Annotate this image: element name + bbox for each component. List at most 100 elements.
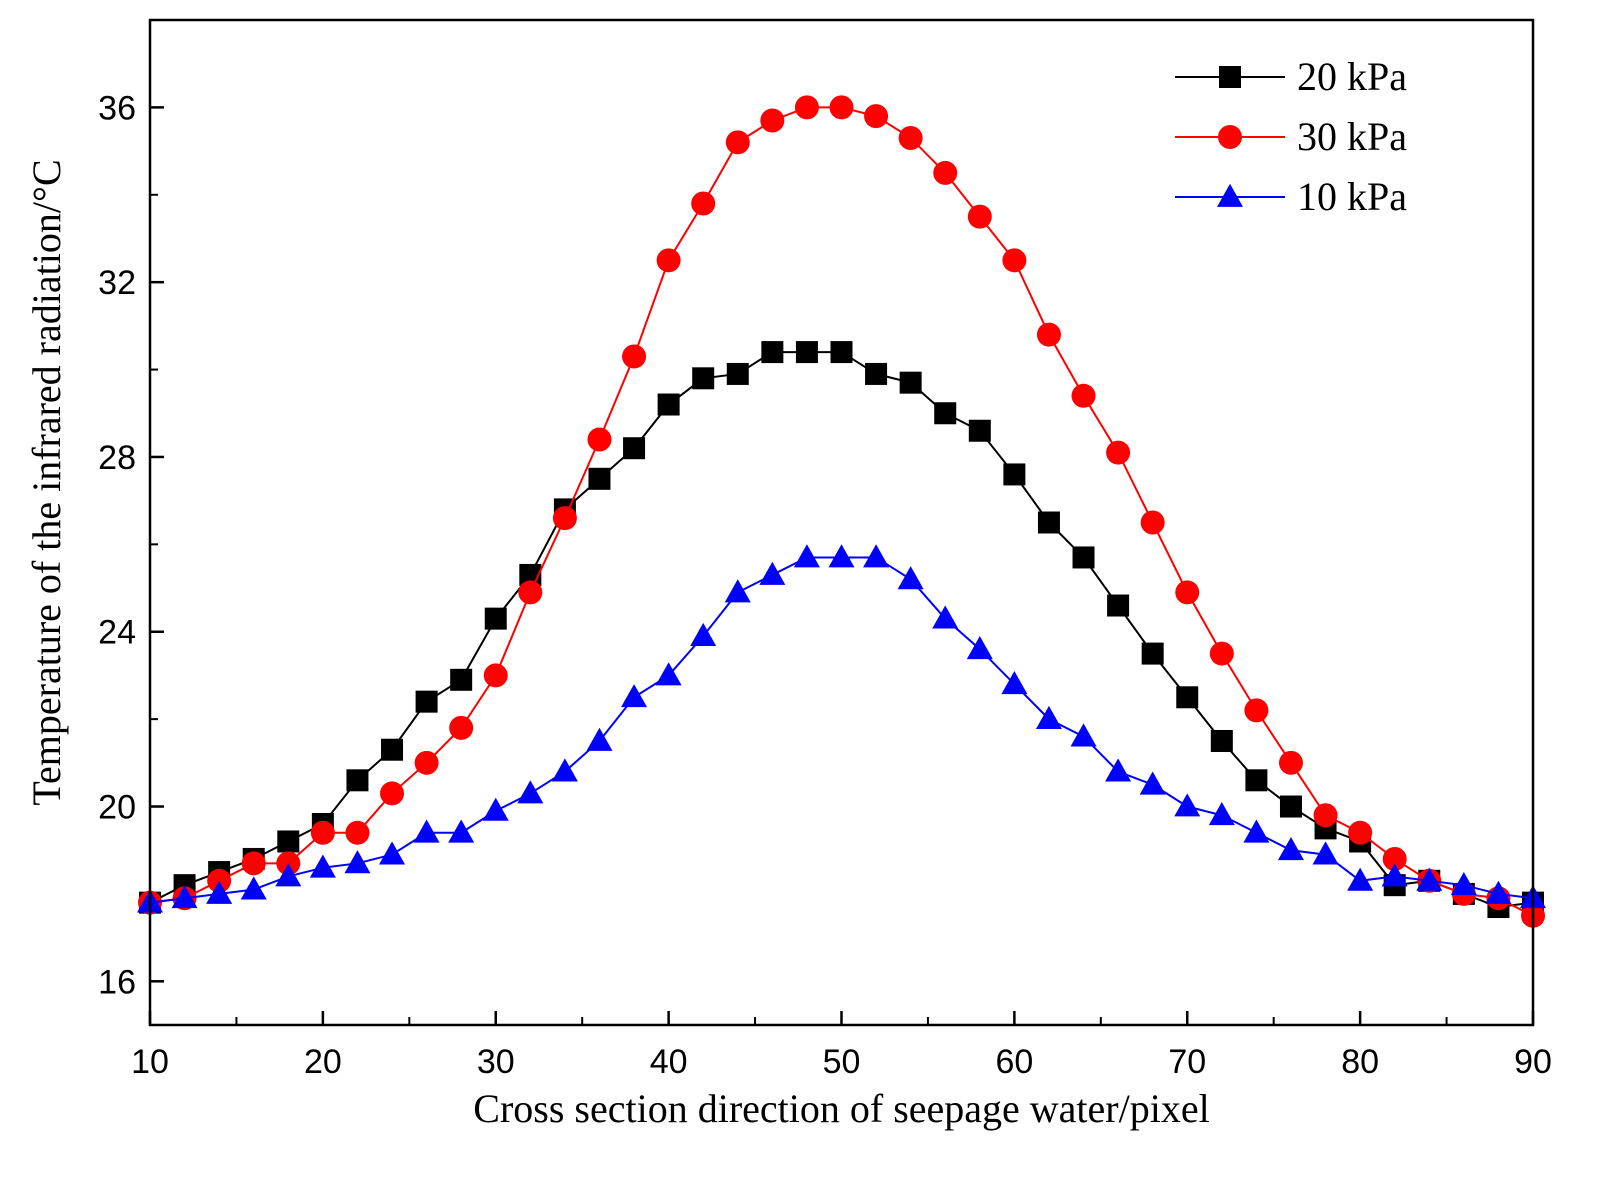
data-point-30-kpa — [552, 506, 577, 531]
data-point-10-kpa — [1243, 819, 1270, 843]
x-tick-label: 90 — [1514, 1043, 1552, 1081]
data-point-20-kpa — [277, 830, 300, 853]
series-layer — [137, 95, 1546, 928]
data-point-20-kpa — [795, 341, 818, 364]
data-point-20-kpa — [450, 668, 473, 691]
data-point-20-kpa — [1072, 546, 1095, 569]
data-point-20-kpa — [1210, 729, 1233, 752]
x-axis-ticks: 10 20 30 40 50 60 70 80 90 — [131, 1011, 1552, 1081]
data-point-30-kpa — [933, 160, 958, 185]
plot-frame — [148, 18, 1535, 1027]
data-point-30-kpa — [864, 104, 889, 129]
data-point-20-kpa — [1245, 769, 1268, 792]
data-point-10-kpa — [932, 605, 959, 629]
data-point-10-kpa — [724, 579, 751, 603]
data-point-20-kpa — [484, 607, 507, 630]
data-point-30-kpa — [1313, 803, 1338, 828]
data-point-10-kpa — [793, 544, 820, 568]
y-tick-label: 32 — [98, 264, 136, 302]
data-point-30-kpa — [725, 130, 750, 155]
data-point-10-kpa — [759, 561, 786, 585]
data-point-30-kpa — [794, 95, 819, 120]
data-point-30-kpa — [241, 851, 266, 876]
data-point-30-kpa — [1106, 440, 1131, 465]
data-point-10-kpa — [1174, 793, 1201, 817]
data-point-30-kpa — [449, 715, 474, 740]
legend-marker — [1219, 66, 1241, 88]
data-point-10-kpa — [1450, 871, 1477, 896]
legend-marker — [1217, 183, 1243, 207]
series-30-kpa — [138, 95, 1545, 928]
data-point-20-kpa — [657, 393, 680, 416]
legend-label: 10 kPa — [1297, 174, 1407, 219]
data-point-20-kpa — [692, 367, 715, 390]
data-point-30-kpa — [829, 95, 854, 120]
data-point-30-kpa — [345, 820, 370, 845]
data-point-10-kpa — [1070, 723, 1097, 747]
data-point-10-kpa — [1139, 771, 1166, 795]
data-point-30-kpa — [1140, 510, 1165, 535]
data-point-20-kpa — [1003, 463, 1026, 486]
data-point-30-kpa — [760, 108, 785, 133]
data-point-30-kpa — [622, 344, 647, 369]
data-point-30-kpa — [414, 750, 439, 775]
x-tick-label: 20 — [304, 1043, 342, 1081]
data-point-20-kpa — [1037, 511, 1060, 534]
data-point-20-kpa — [1141, 642, 1164, 665]
y-tick-label: 24 — [98, 614, 136, 652]
data-point-30-kpa — [1036, 322, 1061, 347]
data-point-30-kpa — [1382, 846, 1407, 871]
data-point-10-kpa — [448, 819, 475, 843]
data-point-10-kpa — [1416, 867, 1443, 891]
data-point-10-kpa — [1001, 670, 1028, 695]
x-axis-title: Cross section direction of seepage water… — [473, 1086, 1209, 1131]
x-tick-label: 10 — [131, 1043, 169, 1081]
x-tick-label: 40 — [650, 1043, 688, 1081]
data-point-20-kpa — [588, 467, 611, 490]
y-tick-label: 20 — [98, 789, 136, 827]
data-point-10-kpa — [690, 622, 717, 647]
x-tick-label: 60 — [995, 1043, 1033, 1081]
data-point-30-kpa — [967, 204, 992, 229]
data-point-10-kpa — [1381, 863, 1408, 887]
legend-item: 20 kPa — [1175, 54, 1407, 99]
data-point-10-kpa — [1035, 705, 1062, 730]
legend-item: 10 kPa — [1175, 174, 1407, 219]
data-point-10-kpa — [240, 876, 267, 900]
data-point-20-kpa — [865, 362, 888, 385]
data-point-10-kpa — [586, 727, 613, 751]
data-point-30-kpa — [1002, 248, 1027, 273]
legend: 20 kPa 30 kPa 10 kPa — [1175, 54, 1407, 219]
data-point-10-kpa — [897, 566, 924, 590]
data-point-20-kpa — [1107, 594, 1130, 617]
data-point-10-kpa — [1485, 880, 1512, 904]
y-tick-label: 28 — [98, 439, 136, 477]
data-point-20-kpa — [726, 362, 749, 385]
x-tick-label: 30 — [477, 1043, 515, 1081]
data-point-10-kpa — [863, 544, 890, 568]
data-point-10-kpa — [1105, 758, 1132, 782]
series-10-kpa — [137, 544, 1546, 913]
data-point-10-kpa — [309, 854, 336, 878]
y-axis-title: Temperature of the infrared radiation/°C — [24, 159, 69, 805]
data-point-10-kpa — [1277, 837, 1304, 861]
data-point-30-kpa — [518, 580, 543, 605]
legend-marker — [1218, 125, 1242, 149]
data-point-30-kpa — [898, 125, 923, 150]
y-axis-ticks: 16 20 24 28 32 36 — [98, 89, 164, 1001]
y-tick-label: 36 — [98, 89, 136, 127]
data-point-10-kpa — [1312, 841, 1339, 865]
data-point-10-kpa — [344, 850, 371, 874]
data-point-30-kpa — [1244, 698, 1269, 723]
data-point-10-kpa — [379, 841, 406, 865]
data-point-20-kpa — [934, 402, 957, 425]
data-point-30-kpa — [691, 191, 716, 216]
legend-label: 30 kPa — [1297, 114, 1407, 159]
data-point-10-kpa — [1347, 867, 1374, 891]
data-point-20-kpa — [381, 738, 404, 761]
y-tick-label: 16 — [98, 963, 136, 1001]
data-point-10-kpa — [1208, 802, 1235, 826]
data-point-20-kpa — [1279, 795, 1302, 818]
data-point-20-kpa — [899, 371, 922, 394]
data-point-20-kpa — [1176, 686, 1199, 709]
